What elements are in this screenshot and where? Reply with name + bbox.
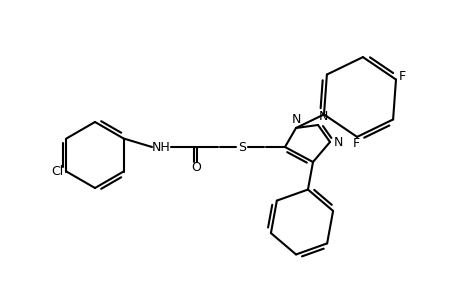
Text: N: N <box>291 113 300 126</box>
Text: N: N <box>318 110 328 123</box>
Text: Cl: Cl <box>51 165 63 178</box>
Text: F: F <box>352 137 359 150</box>
Text: F: F <box>398 70 405 83</box>
Text: N: N <box>333 136 342 148</box>
Text: NH: NH <box>151 140 170 154</box>
Text: O: O <box>190 160 201 173</box>
Text: S: S <box>237 140 246 154</box>
